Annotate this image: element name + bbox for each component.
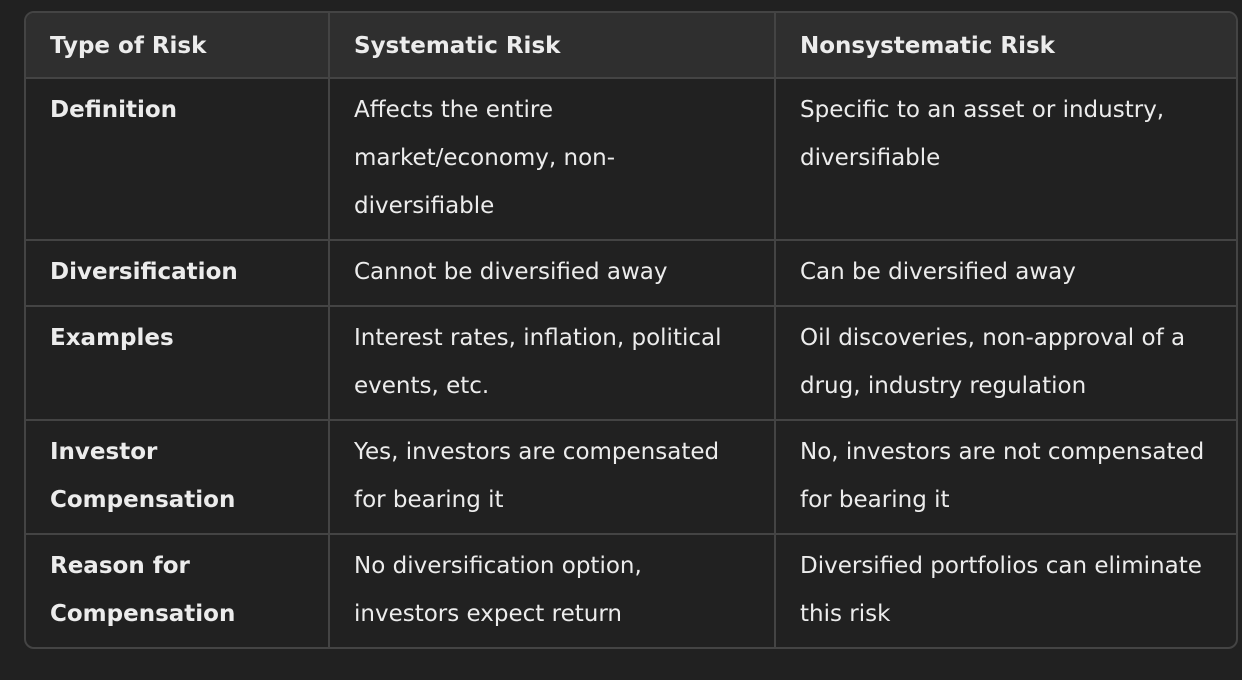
table-header-row: Type of Risk Systematic Risk Nonsystemat… (26, 13, 1236, 79)
header-type-of-risk: Type of Risk (26, 13, 330, 79)
table-row: Examples Interest rates, inflation, poli… (26, 306, 1236, 421)
row-label: Definition (26, 78, 330, 241)
table-row: Diversification Cannot be diversified aw… (26, 240, 1236, 307)
systematic-cell: Cannot be diversified away (329, 240, 776, 307)
header-systematic-risk: Systematic Risk (329, 13, 776, 79)
row-label: Examples (26, 306, 330, 421)
nonsystematic-cell: Specific to an asset or industry, divers… (775, 78, 1236, 241)
systematic-cell: No diversification option, investors exp… (329, 534, 776, 647)
row-label: Reason for Compensation (26, 534, 330, 647)
table-row: Definition Affects the entire market/eco… (26, 78, 1236, 241)
nonsystematic-cell: Can be diversified away (775, 240, 1236, 307)
row-label: Investor Compensation (26, 420, 330, 535)
systematic-cell: Yes, investors are compensated for beari… (329, 420, 776, 535)
header-nonsystematic-risk: Nonsystematic Risk (775, 13, 1236, 79)
risk-comparison-table: Type of Risk Systematic Risk Nonsystemat… (26, 13, 1236, 647)
systematic-cell: Affects the entire market/economy, non-d… (329, 78, 776, 241)
systematic-cell: Interest rates, inflation, political eve… (329, 306, 776, 421)
nonsystematic-cell: No, investors are not compensated for be… (775, 420, 1236, 535)
table-row: Reason for Compensation No diversificati… (26, 534, 1236, 647)
table-row: Investor Compensation Yes, investors are… (26, 420, 1236, 535)
row-label: Diversification (26, 240, 330, 307)
risk-comparison-table-container: Type of Risk Systematic Risk Nonsystemat… (24, 11, 1238, 649)
nonsystematic-cell: Oil discoveries, non-approval of a drug,… (775, 306, 1236, 421)
nonsystematic-cell: Diversified portfolios can eliminate thi… (800, 553, 1202, 627)
